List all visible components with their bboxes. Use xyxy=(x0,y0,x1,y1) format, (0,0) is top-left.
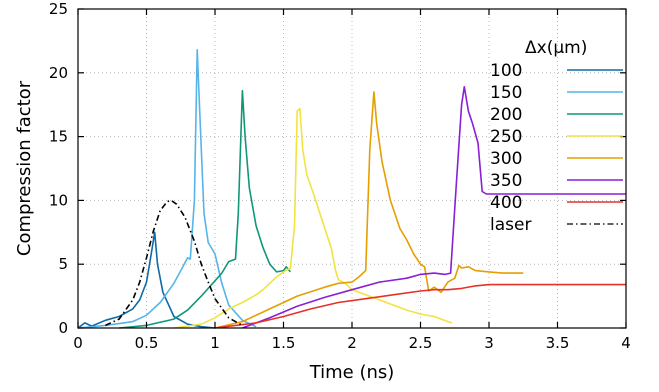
x-tick-label: 0.5 xyxy=(135,334,159,352)
legend-label: 400 xyxy=(490,193,522,213)
legend-label: 100 xyxy=(490,61,522,81)
series-line-200 xyxy=(119,91,290,328)
y-tick-label: 10 xyxy=(49,191,68,209)
series-line-250 xyxy=(174,109,452,329)
y-tick-label: 5 xyxy=(58,255,68,273)
y-tick-label: 0 xyxy=(58,319,68,337)
x-tick-label: 1 xyxy=(210,334,220,352)
legend-label: 200 xyxy=(490,105,522,125)
x-tick-label: 3 xyxy=(484,334,494,352)
series-line-150 xyxy=(78,50,256,328)
y-axis-label: Compression factor xyxy=(14,80,35,256)
series-line-350 xyxy=(242,87,626,328)
y-tick-label: 20 xyxy=(49,64,68,82)
series-line-300 xyxy=(215,92,523,328)
legend-label: 350 xyxy=(490,171,522,191)
legend-label: laser xyxy=(490,215,531,235)
y-tick-label: 25 xyxy=(49,0,68,18)
legend-label: 300 xyxy=(490,149,522,169)
x-tick-label: 2 xyxy=(347,334,357,352)
x-tick-label: 0 xyxy=(73,334,83,352)
legend-label: 150 xyxy=(490,83,522,103)
x-tick-label: 2.5 xyxy=(409,334,433,352)
x-tick-label: 3.5 xyxy=(546,334,570,352)
series-line-laser xyxy=(105,200,242,325)
y-tick-label: 15 xyxy=(49,128,68,146)
series-lines xyxy=(78,50,626,328)
legend-title: Δx(μm) xyxy=(525,38,587,58)
x-tick-label: 4 xyxy=(621,334,631,352)
legend-label: 250 xyxy=(490,127,522,147)
x-tick-label: 1.5 xyxy=(272,334,296,352)
x-axis-label: Time (ns) xyxy=(309,362,395,383)
